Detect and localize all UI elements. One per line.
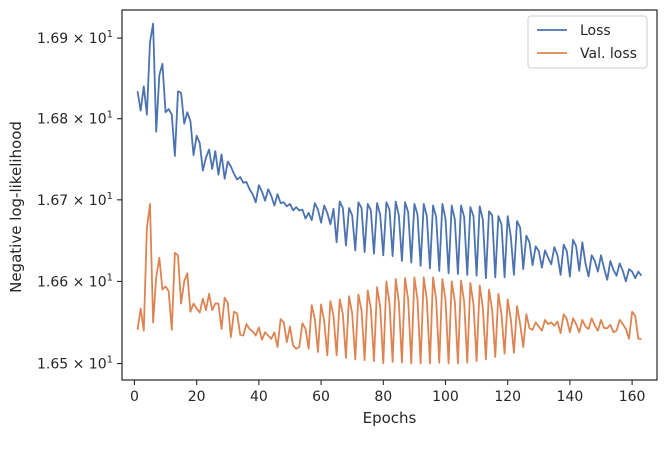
plot-frame (121, 9, 658, 381)
x-tick-label: 40 (250, 389, 268, 405)
y-axis: 1.69 × 101 1.68 × 101 1.67 × 101 1.66 × 101… (37, 29, 122, 373)
x-tick-label: 100 (432, 389, 459, 405)
legend-label-val-loss: Val. loss (580, 46, 637, 62)
x-tick-label: 20 (188, 389, 206, 405)
y-axis-label: Negative log-likelihood (7, 121, 25, 293)
x-tick-label: 80 (374, 389, 392, 405)
x-tick-label: 160 (619, 389, 646, 405)
x-axis: 0 20 40 60 80 100 120 140 160 (130, 380, 646, 405)
series-line-1 (136, 203, 642, 365)
legend-box (527, 15, 648, 69)
y-tick-label: 1.67 × 101 (37, 191, 113, 209)
x-tick-label: 120 (494, 389, 521, 405)
x-axis-label: Epochs (363, 409, 417, 427)
y-tick-label: 1.65 × 101 (37, 355, 113, 373)
x-tick-label: 0 (130, 389, 139, 405)
legend: Loss Val. loss (527, 15, 648, 69)
plot-series-group (136, 22, 643, 365)
y-tick-label: 1.69 × 101 (37, 29, 113, 47)
x-tick-label: 60 (312, 389, 330, 405)
series-line-0 (136, 22, 643, 283)
x-tick-label: 140 (557, 389, 584, 405)
legend-label-loss: Loss (580, 23, 611, 39)
y-tick-label: 1.68 × 101 (37, 110, 113, 128)
y-tick-label: 1.66 × 101 (37, 272, 113, 290)
